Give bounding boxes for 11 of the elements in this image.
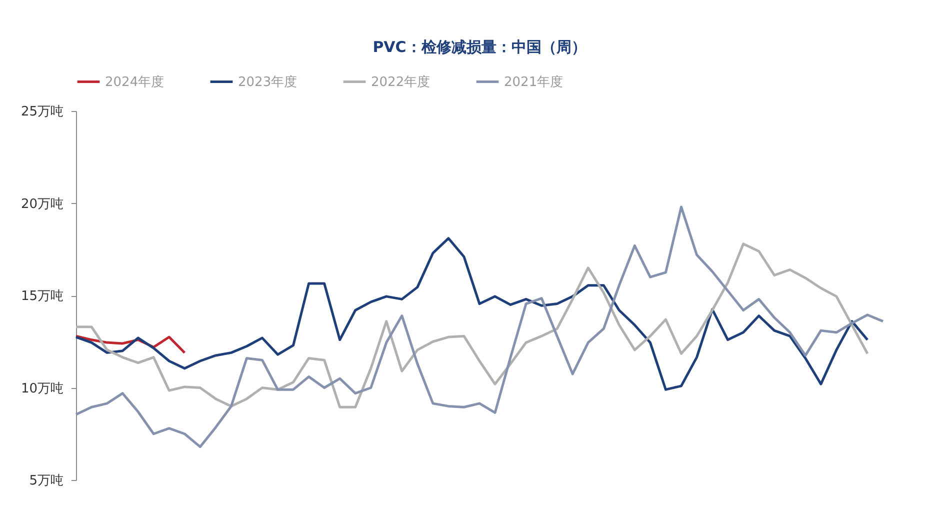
line-series — [74, 206, 884, 448]
y-tick-label: 10万吨 — [20, 381, 64, 396]
y-tick-label: 15万吨 — [20, 289, 64, 304]
legend-label: 2024年度 — [105, 74, 164, 90]
legend-label: 2023年度 — [238, 74, 298, 90]
chart-title: PVC：检修减损量：中国（周） — [372, 38, 586, 56]
legend-label: 2022年度 — [371, 74, 430, 90]
y-tick-label: 20万吨 — [20, 196, 64, 212]
y-tick-label: 25万吨 — [20, 104, 64, 120]
legend-label: 2021年度 — [504, 74, 564, 90]
y-tick-label: 5万吨 — [29, 474, 64, 488]
